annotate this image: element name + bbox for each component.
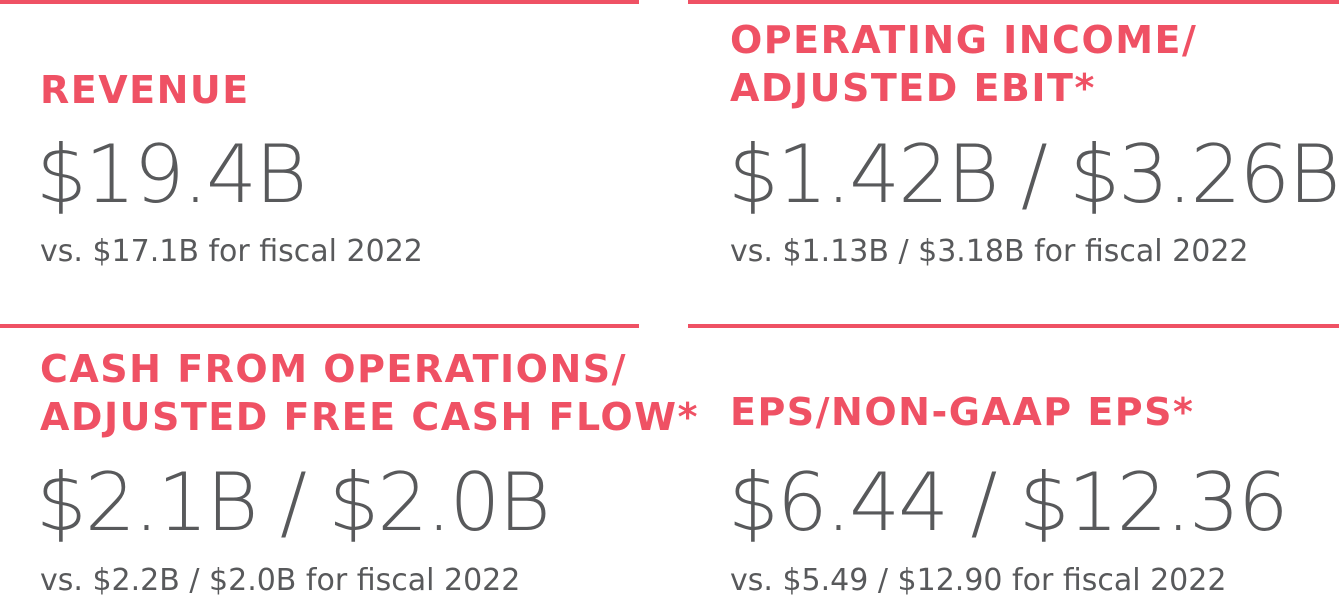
metric-value: $6.44 / $12.36 [728,456,1289,549]
metric-title-line: EPS/NON-GAAP EPS* [730,390,1195,434]
metric-comparison: vs. $1.13B / $3.18B for fiscal 2022 [730,234,1249,269]
metric-value: $19.4B [36,128,307,221]
metric-title-line: CASH FROM OPERATIONS/ [40,347,628,391]
metric-title: EPS/NON-GAAP EPS* [730,388,1194,436]
metric-title-line: ADJUSTED FREE CASH FLOW* [40,395,699,439]
metric-title-line: ADJUSTED EBIT* [730,66,1096,110]
metric-comparison: vs. $17.1B for fiscal 2022 [40,234,423,269]
metric-card-revenue: REVENUE $19.4B vs. $17.1B for fiscal 202… [0,0,639,310]
metric-card-operating-income: OPERATING INCOME/ ADJUSTED EBIT* $1.42B … [688,0,1339,310]
metric-title: OPERATING INCOME/ ADJUSTED EBIT* [730,16,1197,112]
metric-card-cash-from-operations: CASH FROM OPERATIONS/ ADJUSTED FREE CASH… [0,324,697,616]
metric-value: $1.42B / $3.26B [728,128,1339,221]
metric-title-line: OPERATING INCOME/ [730,18,1198,62]
metric-comparison: vs. $2.2B / $2.0B for fiscal 2022 [40,563,521,598]
metric-comparison: vs. $5.49 / $12.90 for fiscal 2022 [730,563,1227,598]
metric-card-eps: EPS/NON-GAAP EPS* $6.44 / $12.36 vs. $5.… [688,324,1339,616]
metric-title: CASH FROM OPERATIONS/ ADJUSTED FREE CASH… [40,345,699,441]
metric-value: $2.1B / $2.0B [36,456,551,549]
metric-title-line: REVENUE [40,68,250,112]
metric-title: REVENUE [40,66,250,114]
